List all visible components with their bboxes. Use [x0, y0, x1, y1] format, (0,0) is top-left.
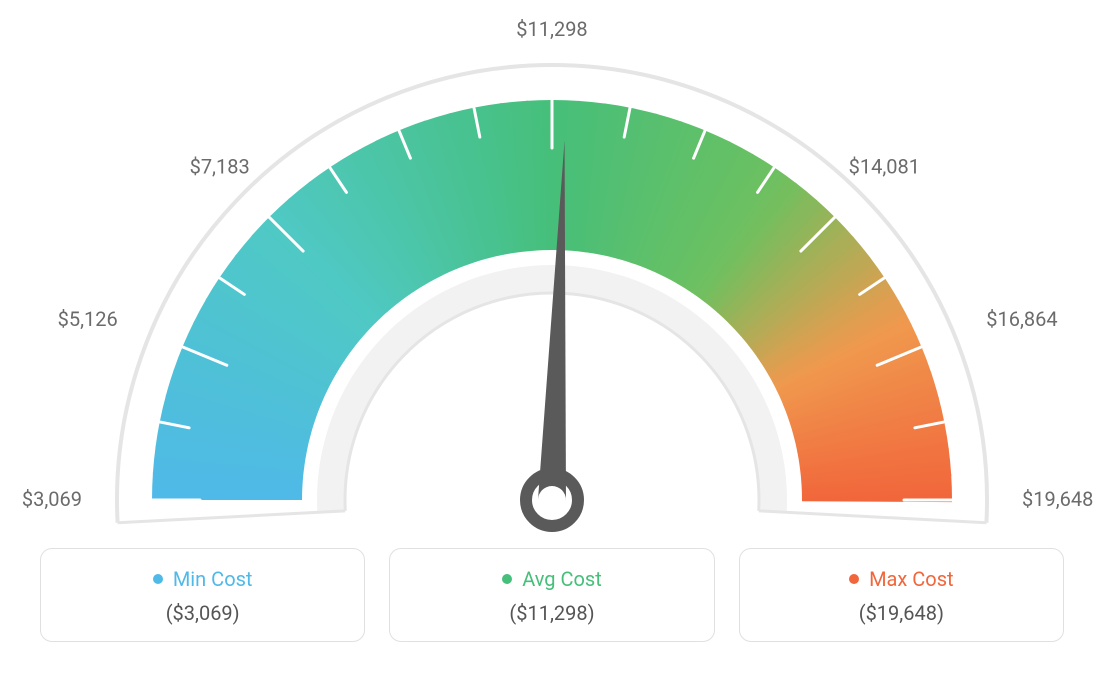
gauge-label: $7,183 — [190, 155, 250, 179]
legend-value-max: ($19,648) — [750, 601, 1053, 625]
legend-title-max: Max Cost — [869, 567, 954, 591]
dot-max — [849, 574, 859, 584]
gauge-label: $11,298 — [516, 17, 587, 41]
gauge-label: $5,126 — [58, 307, 118, 331]
gauge-label: $19,648 — [1022, 487, 1093, 511]
legend-card-min: Min Cost ($3,069) — [40, 548, 365, 642]
dot-avg — [502, 574, 512, 584]
legend-card-avg: Avg Cost ($11,298) — [389, 548, 714, 642]
legend-title-min: Min Cost — [173, 567, 253, 591]
gauge-label: $14,081 — [849, 155, 920, 179]
legend-value-min: ($3,069) — [51, 601, 354, 625]
dot-min — [153, 574, 163, 584]
gauge-chart: $3,069 $5,126 $7,183 $11,298 $14,081 $16,864 $… — [0, 0, 1104, 540]
gauge-label: $3,069 — [22, 487, 82, 511]
gauge-label: $16,864 — [986, 307, 1057, 331]
legend-value-avg: ($11,298) — [400, 601, 703, 625]
legend-card-max: Max Cost ($19,648) — [739, 548, 1064, 642]
legend-title-avg: Avg Cost — [522, 567, 602, 591]
legend-row: Min Cost ($3,069) Avg Cost ($11,298) Max… — [0, 548, 1104, 642]
